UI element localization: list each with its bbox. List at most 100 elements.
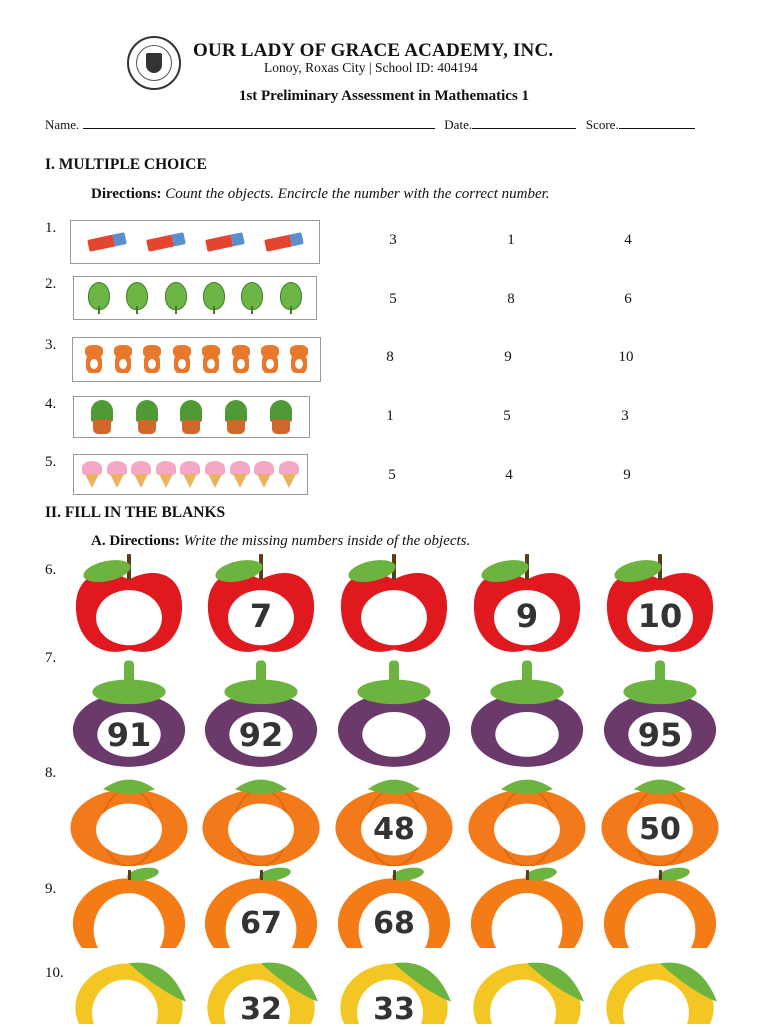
ice-cream-icon: [106, 460, 127, 489]
orange-icon[interactable]: [68, 866, 190, 948]
leaf-icon: [279, 282, 303, 314]
school-name: OUR LADY OF GRACE ACADEMY, INC.: [193, 40, 554, 61]
eraser-icon: [145, 232, 186, 252]
apple-icon: 7: [200, 552, 322, 658]
answer-choice[interactable]: 4: [505, 467, 513, 483]
answer-choice[interactable]: 3: [389, 232, 397, 248]
given-number: 95: [637, 716, 683, 754]
ice-cream-icon: [278, 460, 299, 489]
ice-cream-icon: [82, 460, 103, 489]
school-seal: [127, 36, 181, 90]
given-number: 48: [373, 812, 415, 847]
part1-directions: Directions: Count the objects. Encircle …: [91, 186, 550, 203]
given-number: 33: [373, 992, 415, 1027]
potted-plant-icon: [132, 400, 162, 434]
pumpkin-icon: 50: [599, 770, 721, 866]
given-number: 32: [240, 992, 282, 1027]
eraser-icon: [204, 232, 245, 252]
mango-icon[interactable]: [599, 950, 721, 1024]
answer-choice[interactable]: 8: [507, 291, 515, 307]
mango-icon[interactable]: [68, 950, 190, 1024]
name-label: Name.: [45, 117, 80, 132]
answer-choice[interactable]: 4: [624, 232, 632, 248]
potted-plant-icon: [266, 400, 296, 434]
apple-icon[interactable]: [68, 552, 190, 658]
mango-icon: 33: [333, 950, 455, 1027]
answer-choice[interactable]: 10: [618, 349, 634, 365]
question-number: 4.: [45, 396, 57, 412]
answer-choice[interactable]: 9: [504, 349, 512, 365]
given-number: 91: [106, 716, 152, 754]
ice-cream-icon: [155, 460, 176, 489]
exam-title: 1st Preliminary Assessment in Mathematic…: [238, 88, 530, 104]
ice-cream-icon: [229, 460, 250, 489]
mangosteen-icon[interactable]: [466, 656, 588, 768]
mangosteen-icon: 92: [200, 656, 322, 768]
objects-box: [72, 337, 321, 382]
student-info-row: Name. Date. Score.: [45, 117, 695, 133]
given-number: 68: [373, 906, 415, 941]
answer-choice[interactable]: 5: [389, 291, 397, 307]
objects-box: [73, 276, 317, 320]
fox-icon: [200, 344, 222, 375]
eraser-icon: [86, 232, 127, 252]
fox-icon: [112, 344, 134, 375]
answer-choice[interactable]: 5: [503, 408, 511, 424]
question-number: 8.: [45, 765, 57, 781]
objects-box: [73, 454, 308, 495]
ice-cream-icon: [131, 460, 152, 489]
mango-icon[interactable]: [466, 950, 588, 1024]
part1-directions-label: Directions:: [91, 186, 162, 202]
mangosteen-icon[interactable]: [333, 656, 455, 768]
ice-cream-icon: [254, 460, 275, 489]
fox-icon: [171, 344, 193, 375]
potted-plant-icon: [176, 400, 206, 434]
leaf-icon: [240, 282, 264, 314]
shield-icon: [146, 53, 162, 73]
leaf-icon: [164, 282, 188, 314]
objects-box: [73, 396, 310, 438]
apple-icon: 9: [466, 552, 588, 658]
answer-choice[interactable]: 3: [621, 408, 629, 424]
school-address: Lonoy, Roxas City | School ID: 404194: [264, 60, 478, 75]
mangosteen-icon: 91: [68, 656, 190, 768]
potted-plant-icon: [221, 400, 251, 434]
ice-cream-icon: [205, 460, 225, 489]
question-number: 7.: [45, 650, 57, 666]
given-number: 92: [238, 716, 284, 754]
part1-directions-text: Count the objects. Encircle the number w…: [161, 186, 550, 202]
pumpkin-icon[interactable]: [68, 770, 190, 866]
fox-icon: [230, 344, 252, 375]
pumpkin-icon[interactable]: [466, 770, 588, 866]
score-label: Score.: [585, 117, 619, 132]
date-field[interactable]: [472, 117, 577, 129]
date-label: Date.: [444, 117, 473, 132]
objects-box: [70, 220, 320, 264]
potted-plant-icon: [87, 400, 117, 434]
orange-icon[interactable]: [599, 866, 721, 948]
name-field[interactable]: [82, 117, 435, 129]
eraser-icon: [263, 232, 304, 252]
given-number: 7: [249, 597, 273, 635]
question-number: 1.: [45, 220, 57, 236]
orange-icon: 68: [333, 866, 455, 948]
answer-choice[interactable]: 6: [624, 291, 632, 307]
fox-icon: [83, 344, 105, 375]
orange-icon[interactable]: [466, 866, 588, 948]
score-field[interactable]: [618, 117, 695, 129]
question-number: 6.: [45, 562, 57, 578]
given-number: 67: [240, 906, 282, 941]
fox-icon: [259, 344, 281, 375]
answer-choice[interactable]: 5: [388, 467, 396, 483]
ice-cream-icon: [180, 460, 201, 489]
leaf-icon: [87, 282, 111, 314]
pumpkin-icon[interactable]: [200, 770, 322, 866]
answer-choice[interactable]: 1: [386, 408, 394, 424]
answer-choice[interactable]: 1: [507, 232, 515, 248]
section-fill-blanks: II. FILL IN THE BLANKS: [45, 504, 226, 521]
question-number: 5.: [45, 454, 57, 470]
pumpkin-icon: 48: [333, 770, 455, 866]
answer-choice[interactable]: 9: [623, 467, 631, 483]
apple-icon[interactable]: [333, 552, 455, 658]
answer-choice[interactable]: 8: [386, 349, 394, 365]
